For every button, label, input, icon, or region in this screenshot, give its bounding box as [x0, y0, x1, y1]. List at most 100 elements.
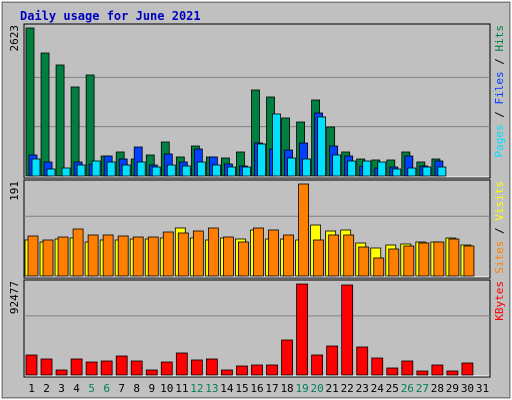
bar-kbytes-day-28: [431, 364, 444, 376]
y-max-label: 2623: [8, 25, 21, 52]
bar-sites-day-24: [373, 257, 385, 277]
bar-pages-day-25: [392, 168, 402, 177]
bar-kbytes-day-6: [100, 360, 113, 376]
bar-sites-day-1: [27, 235, 39, 277]
bar-sites-day-16: [253, 227, 264, 277]
bar-pages-day-6: [106, 161, 116, 177]
bar-sites-day-17: [268, 229, 279, 277]
day-label-21: 21: [326, 382, 339, 395]
bar-kbytes-day-2: [40, 358, 53, 376]
legend-part: /: [493, 52, 506, 72]
bar-sites-day-19: [298, 183, 309, 277]
bar-pages-day-13: [211, 164, 221, 177]
bar-kbytes-day-27: [416, 370, 429, 376]
panel-hits-files-pages: 2623 Pages / Files / Hits: [8, 23, 506, 179]
y-max-label: 92477: [8, 281, 21, 314]
bar-sites-day-21: [328, 234, 340, 277]
bar-kbytes-day-22: [341, 284, 354, 376]
bar-kbytes-day-5: [85, 361, 98, 376]
bar-pages-day-7: [121, 164, 131, 177]
bar-kbytes-day-25: [386, 367, 399, 376]
bar-hits-day-3: [55, 64, 65, 177]
bar-kbytes-day-24: [371, 357, 384, 376]
legend-part: Sites: [493, 241, 506, 274]
bar-kbytes-day-17: [266, 364, 278, 376]
day-label-5: 5: [88, 382, 95, 395]
day-label-16: 16: [250, 382, 263, 395]
bar-sites-day-5: [87, 234, 99, 277]
bar-sites-day-25: [388, 248, 400, 277]
right-legend-label: Sites / Visits: [493, 181, 506, 274]
bar-sites-day-29: [448, 238, 460, 277]
bars-kbytes: [25, 283, 474, 376]
day-label-15: 15: [235, 382, 248, 395]
bar-pages-day-19: [302, 158, 311, 177]
legend-part: Files: [493, 71, 506, 104]
bar-kbytes-day-15: [236, 365, 248, 376]
bar-sites-day-3: [57, 236, 69, 277]
day-label-29: 29: [446, 382, 459, 395]
bar-hits-day-2: [40, 52, 50, 177]
bars-visits-sites: [24, 183, 475, 277]
bar-pages-day-2: [46, 168, 56, 177]
bar-sites-day-7: [117, 235, 129, 277]
bar-sites-day-4: [72, 228, 84, 277]
day-label-27: 27: [416, 382, 429, 395]
bar-pages-day-27: [422, 166, 432, 177]
legend-part: /: [493, 221, 506, 241]
y-max-label: 191: [8, 181, 21, 201]
bar-pages-day-4: [76, 164, 86, 177]
day-label-20: 20: [311, 382, 324, 395]
legend-part: Visits: [493, 181, 506, 221]
day-label-14: 14: [220, 382, 234, 395]
bar-sites-day-30: [463, 245, 475, 277]
bar-hits-day-1: [25, 27, 35, 177]
day-label-11: 11: [175, 382, 188, 395]
legend-part: KBytes: [493, 281, 506, 321]
bar-pages-day-18: [287, 157, 296, 177]
bar-kbytes-day-12: [190, 359, 203, 376]
bar-sites-day-6: [102, 234, 114, 277]
day-label-17: 17: [265, 382, 278, 395]
bar-sites-day-10: [162, 231, 174, 277]
bar-kbytes-day-13: [205, 358, 218, 376]
bar-pages-day-17: [272, 113, 281, 177]
x-axis-day-labels: 1 2 3 4 5 6 7 8 9 10 11 12 13 14 15 16 17 18 19 20 21 22 23 24 2…: [28, 382, 489, 395]
bar-kbytes-day-30: [461, 362, 474, 376]
chart-title: Daily usage for June 2021: [20, 9, 201, 23]
day-label-4: 4: [73, 382, 80, 395]
bar-sites-day-11: [177, 232, 189, 277]
bar-pages-day-24: [377, 161, 387, 177]
bar-kbytes-day-3: [55, 369, 68, 376]
day-label-8: 8: [133, 382, 140, 395]
bar-kbytes-day-29: [446, 370, 459, 376]
bar-pages-day-20: [317, 116, 327, 177]
day-label-24: 24: [371, 382, 385, 395]
bar-sites-day-8: [132, 236, 144, 277]
day-label-25: 25: [386, 382, 399, 395]
day-label-13: 13: [205, 382, 218, 395]
bar-sites-day-9: [147, 236, 159, 277]
bar-kbytes-day-14: [221, 369, 233, 376]
bar-kbytes-day-11: [175, 352, 188, 376]
bar-sites-day-13: [207, 227, 219, 277]
bar-sites-day-23: [358, 246, 370, 277]
day-label-28: 28: [431, 382, 444, 395]
day-label-12: 12: [190, 382, 203, 395]
bar-pages-day-23: [362, 160, 372, 177]
bar-kbytes-day-9: [145, 369, 158, 376]
day-label-26: 26: [401, 382, 414, 395]
right-legend-label: Pages / Files / Hits: [493, 25, 506, 158]
legend-part: Hits: [493, 25, 506, 52]
bar-kbytes-day-1: [25, 354, 38, 376]
bar-pages-day-22: [347, 160, 357, 177]
bar-kbytes-day-4: [70, 358, 83, 376]
bar-kbytes-day-20: [311, 354, 324, 376]
day-label-7: 7: [118, 382, 125, 395]
bar-pages-day-21: [332, 154, 342, 177]
chart-panels: 2623 Pages / Files / Hits 191 Sites / Visit…: [8, 23, 506, 378]
bar-sites-day-26: [403, 245, 415, 277]
day-label-22: 22: [341, 382, 354, 395]
day-label-10: 10: [160, 382, 173, 395]
panel-visits-sites: 191 Sites / Visits: [8, 179, 506, 279]
